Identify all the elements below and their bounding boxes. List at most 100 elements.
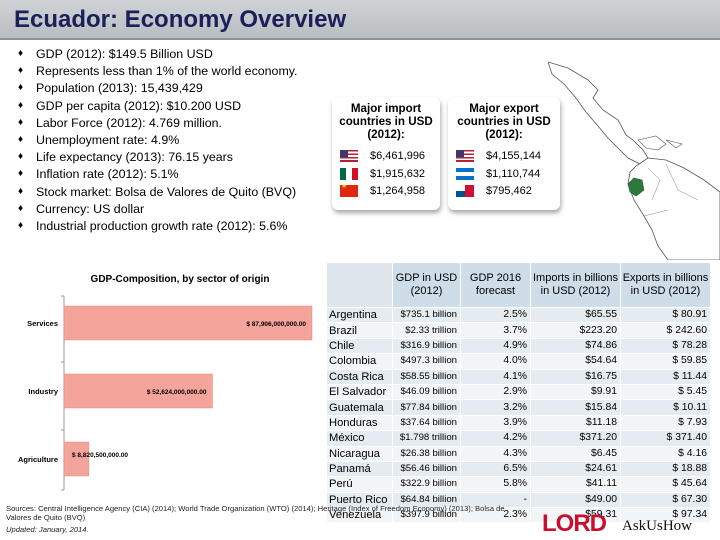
cell-imports: $15.84: [530, 399, 621, 416]
diamond-bullet-icon: ♦: [18, 48, 24, 59]
cell-exports: $ 80.91: [620, 306, 711, 324]
cell-gdp: $316.9 billion: [392, 337, 461, 355]
cell-country: Nicaragua: [326, 445, 393, 462]
cell-country: Guatemala: [326, 399, 393, 416]
table-row: Guatemala $77.84 billion 3.2% $15.84 $ 10.11: [326, 399, 711, 416]
column-header-imports: Imports in billions in USD (2012): [530, 262, 621, 308]
fact-item: ♦ Represents less than 1% of the world ec…: [18, 64, 318, 79]
diamond-bullet-icon: ♦: [18, 219, 24, 231]
cell-imports: $371.20: [530, 430, 621, 447]
cell-exports: $ 242.60: [620, 322, 711, 339]
export-heading: Major export countries in USD (2012):: [457, 102, 551, 141]
fact-text: Unemployment rate: 4.9%: [36, 132, 180, 147]
cell-country: Chile: [326, 337, 393, 355]
export-row: $795,462: [456, 184, 532, 198]
import-row: $6,461,996: [340, 149, 425, 163]
cell-forecast: 2.5%: [460, 306, 531, 324]
fact-item: ♦ Industrial production growth rate (2012…: [18, 219, 318, 234]
cell-imports: $6.45: [530, 445, 621, 462]
cell-gdp: $397.9 billion: [392, 507, 461, 524]
fact-text: Inflation rate (2012): 5.1%: [36, 167, 179, 182]
fact-text: Currency: US dollar: [36, 201, 145, 216]
table-row: Brazil $2.33 trillion 3.7% $223.20 $ 242.60: [326, 322, 711, 339]
mexico-flag-icon: [340, 168, 358, 180]
cell-forecast: -: [460, 491, 531, 509]
table-row: Perú $322.9 billion 5.8% $41.11 $ 45.64: [326, 476, 711, 493]
fact-text: Stock market: Bolsa de Valores de Quito …: [36, 184, 297, 199]
cell-imports: $54.64: [530, 353, 621, 370]
fact-item: ♦ Inflation rate (2012): 5.1%: [18, 167, 318, 182]
fact-text: GDP per capita (2012): $10.200 USD: [36, 98, 242, 113]
fact-item: ♦ GDP (2012): $149.5 Billion USD: [18, 47, 318, 62]
comparison-table-wrap: GDP in USD (2012) GDP 2016 forecast Impo…: [326, 262, 711, 524]
sources-note: Sources: Central Intelligence Agency (CI…: [6, 504, 505, 523]
cell-exports: $ 97.34: [620, 507, 711, 524]
diamond-bullet-icon: ♦: [18, 168, 24, 180]
column-header-forecast: GDP 2016 forecast: [460, 262, 531, 308]
cell-exports: $ 59.85: [620, 353, 711, 370]
fact-item: ♦ Stock market: Bolsa de Valores de Quito…: [18, 185, 318, 200]
cell-gdp: $56.46 billion: [392, 460, 461, 478]
table-row: Puerto Rico $64.84 billion - $49.00 $ 67.30: [326, 491, 711, 509]
table-row: Venezuela $397.9 billion 2.3% $59.31 $ 97.34: [326, 507, 711, 524]
export-row: $1,110,744: [456, 167, 540, 181]
lord-logo-icon: LORD AskUsHow: [542, 510, 720, 537]
fact-text: Labor Force (2012): 4.769 million.: [36, 115, 222, 130]
chart-title: GDP-Composition, by sector of origin: [90, 274, 270, 285]
table-row: Panamá $56.46 billion 6.5% $24.61 $ 18.88: [326, 460, 711, 478]
export-row: $4,155,144: [456, 149, 541, 163]
cell-gdp: $58.55 billion: [392, 368, 461, 385]
cell-country: El Salvador: [326, 383, 393, 401]
cell-gdp: $37.64 billion: [392, 414, 461, 432]
cell-gdp: $46.09 billion: [392, 383, 461, 401]
fact-item: ♦ GDP per capita (2012): $10.200 USD: [18, 99, 318, 114]
cell-exports: $ 45.64: [620, 476, 711, 493]
data-label: $ 8,820,500,000.00: [72, 452, 128, 459]
cell-forecast: 3.7%: [460, 322, 531, 339]
fact-item: ♦ Currency: US dollar: [18, 202, 318, 217]
bar-agriculture: [63, 441, 90, 477]
cell-country: Puerto Rico: [326, 491, 393, 509]
fact-text: Life expectancy (2013): 76.15 years: [36, 150, 233, 165]
cell-gdp: $497.3 billion: [392, 353, 461, 370]
bar-industry: [63, 373, 213, 409]
usa-flag-icon: [340, 150, 358, 162]
diamond-bullet-icon: ♦: [18, 202, 24, 214]
cell-country: Honduras: [326, 414, 393, 432]
import-value: $1,264,958: [370, 185, 426, 197]
country-comparison-table: GDP in USD (2012) GDP 2016 forecast Impo…: [326, 262, 711, 524]
updated-note: Updated: January, 2014.: [6, 525, 89, 534]
cell-gdp: $64.84 billion: [392, 491, 461, 509]
cell-forecast: 4.9%: [460, 337, 531, 355]
table-row: Costa Rica $58.55 billion 4.1% $16.75 $ 11.4…: [326, 368, 711, 385]
cell-forecast: 3.9%: [460, 414, 531, 432]
category-label: Industry: [28, 387, 58, 396]
cell-country: Costa Rica: [326, 368, 393, 385]
cell-gdp: $735.1 billion: [392, 306, 461, 324]
diamond-bullet-icon: ♦: [18, 185, 24, 197]
table-row: El Salvador $46.09 billion 2.9% $9.91 $ 5.45: [326, 383, 711, 401]
cell-imports: $223.20: [530, 322, 621, 339]
cell-exports: $ 371.40: [620, 430, 711, 447]
cell-gdp: $322.9 billion: [392, 476, 461, 493]
cell-imports: $9.91: [530, 383, 621, 401]
cell-forecast: 6.5%: [460, 460, 531, 478]
cell-country: Brazil: [326, 322, 393, 339]
diamond-bullet-icon: ♦: [18, 133, 24, 145]
cell-country: Perú: [326, 476, 393, 493]
cell-imports: $16.75: [530, 368, 621, 385]
column-header-gdp: GDP in USD (2012): [392, 262, 461, 308]
export-value: $795,462: [486, 185, 532, 197]
table-body: Argentina $735.1 billion 2.5% $65.55 $ 80.91…: [326, 306, 711, 524]
cell-exports: $ 7.93: [620, 414, 711, 432]
cell-exports: $ 10.11: [620, 399, 711, 416]
fact-item: ♦ Life expectancy (2013): 76.15 years: [18, 150, 318, 165]
fact-text: Industrial production growth rate (2012)…: [36, 218, 288, 233]
cell-gdp: $77.84 billion: [392, 399, 461, 416]
import-row: $1,915,632: [340, 167, 425, 181]
gdp-chart-svg: Services $ 87,906,000,000.00 Industry $ 52,…: [18, 295, 313, 491]
table-row: Argentina $735.1 billion 2.5% $65.55 $ 80.91: [326, 306, 711, 324]
cell-forecast: 2.9%: [460, 383, 531, 401]
export-value: $4,155,144: [486, 150, 542, 162]
diamond-bullet-icon: ♦: [18, 82, 24, 94]
